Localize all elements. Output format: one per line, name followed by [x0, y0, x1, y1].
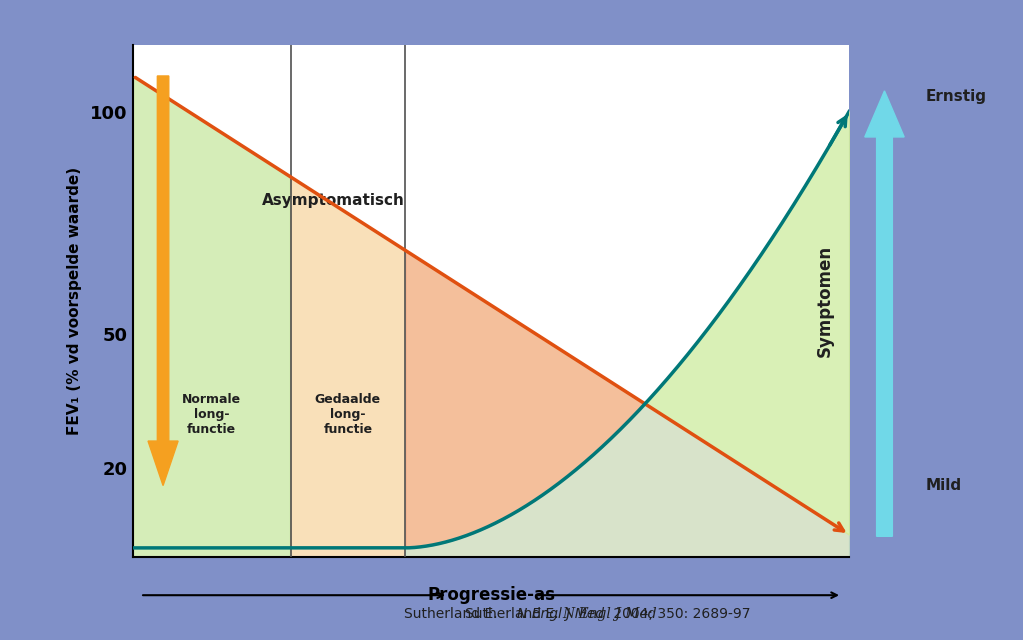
Text: Asymptomatisch: Asymptomatisch: [262, 193, 405, 208]
Text: Progressie-as: Progressie-as: [427, 586, 555, 604]
Text: Ernstig: Ernstig: [926, 88, 986, 104]
FancyArrow shape: [148, 76, 178, 486]
FancyArrow shape: [864, 91, 904, 536]
Text: Normale
long-
functie: Normale long- functie: [182, 393, 241, 436]
Text: Symptomen: Symptomen: [816, 244, 834, 357]
Text: Sutherland E.: Sutherland E.: [464, 607, 563, 621]
Text: Mild: Mild: [926, 477, 962, 493]
Text: 2004; 350: 2689-97: 2004; 350: 2689-97: [609, 607, 750, 621]
Y-axis label: FEV₁ (% vd voorspelde waarde): FEV₁ (% vd voorspelde waarde): [66, 167, 82, 435]
Text: Sutherland E.: Sutherland E.: [404, 607, 502, 621]
Text: N Engl J Med: N Engl J Med: [517, 607, 604, 621]
Text: N Engl J Med: N Engl J Med: [563, 607, 657, 621]
Text: Gedaalde
long-
functie: Gedaalde long- functie: [315, 393, 381, 436]
